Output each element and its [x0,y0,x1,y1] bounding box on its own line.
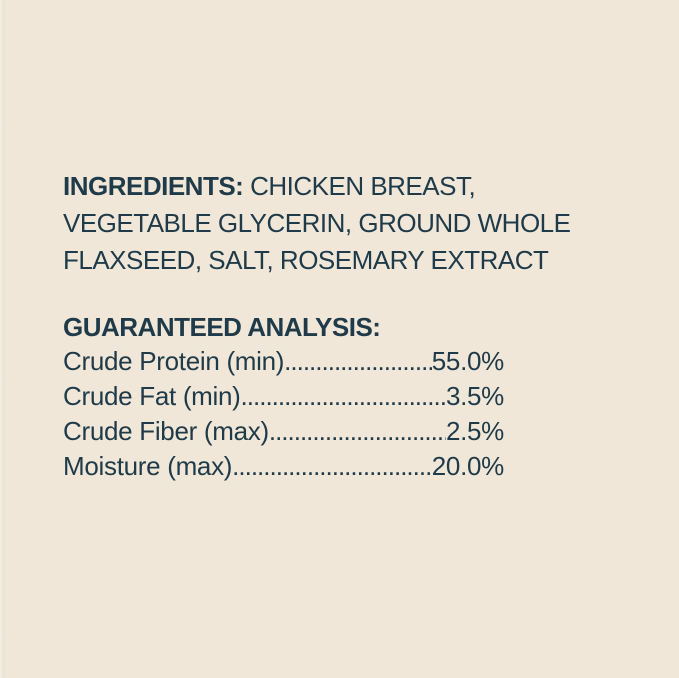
ingredients-line1: CHICKEN BREAST, [250,171,476,201]
left-edge-sheen [0,0,5,678]
analysis-row-moisture: Moisture (max) .........................… [63,449,504,484]
analysis-row-crude-fiber: Crude Fiber (max) ......................… [63,414,504,449]
dot-leader: ........................................… [268,416,446,446]
ingredients-paragraph: INGREDIENTS: CHICKEN BREAST, VEGETABLE G… [63,168,571,279]
analysis-row-label: Crude Fiber (max) [63,416,269,446]
guaranteed-analysis-heading: GUARANTEED ANALYSIS: [63,312,381,342]
analysis-row-crude-protein: Crude Protein (min) ....................… [63,344,504,379]
analysis-row-value: 3.5% [445,381,504,411]
dot-leader: ........................................… [240,381,446,411]
analysis-row-label: Moisture (max) [63,451,233,481]
analysis-row-value: 20.0% [431,451,505,481]
guaranteed-analysis-table: Crude Protein (min) ....................… [63,344,504,484]
ingredients-heading: INGREDIENTS: [63,171,244,201]
dot-leader: ........................................… [232,451,432,481]
analysis-row-label: Crude Fat (min) [63,381,241,411]
analysis-row-value: 55.0% [431,346,505,376]
analysis-row-crude-fat: Crude Fat (min) ........................… [63,379,504,414]
analysis-row-value: 2.5% [445,416,504,446]
ingredients-line3: FLAXSEED, SALT, ROSEMARY EXTRACT [63,245,549,275]
ingredients-line2: VEGETABLE GLYCERIN, GROUND WHOLE [63,208,571,238]
analysis-row-label: Crude Protein (min) [63,346,285,376]
dot-leader: ........................................… [284,346,432,376]
